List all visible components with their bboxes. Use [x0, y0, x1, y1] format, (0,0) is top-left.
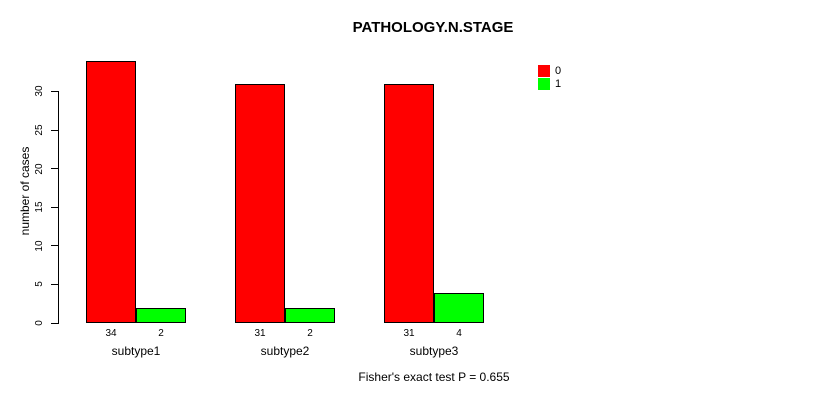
bar-subtype1-series-1	[136, 308, 186, 324]
y-tick	[51, 322, 59, 324]
legend-item-1: 1	[538, 78, 561, 90]
annotation-text: Fisher's exact test P = 0.655	[358, 370, 510, 384]
bar-subtype3-series-0	[384, 84, 434, 324]
bar-value-label: 31	[254, 328, 266, 339]
y-tick	[51, 283, 59, 285]
y-tick-label: 5	[33, 281, 45, 288]
bar-subtype3-series-1	[434, 292, 484, 324]
y-tick	[51, 245, 59, 247]
legend-swatch-icon	[538, 78, 550, 90]
bar-value-label: 2	[158, 328, 164, 339]
legend-item-0: 0	[538, 65, 561, 77]
category-label: subtype2	[260, 344, 310, 358]
y-tick	[51, 206, 59, 208]
y-tick	[51, 129, 59, 131]
legend-swatch-icon	[538, 65, 550, 77]
bar-value-label: 4	[456, 328, 462, 339]
bar-subtype1-series-0	[86, 61, 136, 324]
bar-value-label: 31	[403, 328, 415, 339]
y-tick-label: 25	[33, 124, 45, 136]
legend-label: 1	[555, 78, 562, 90]
chart-title: PATHOLOGY.N.STAGE	[352, 19, 514, 36]
bar-value-label: 34	[105, 328, 117, 339]
y-tick-label: 10	[33, 240, 45, 252]
bar-subtype2-series-0	[235, 84, 285, 324]
bar-subtype2-series-1	[285, 308, 335, 324]
y-axis-line	[58, 92, 59, 324]
legend-label: 0	[555, 65, 562, 77]
y-tick-label: 20	[33, 163, 45, 175]
category-label: subtype3	[409, 344, 459, 358]
y-tick	[51, 168, 59, 170]
y-tick-label: 30	[33, 85, 45, 97]
bar-value-label: 2	[307, 328, 313, 339]
category-label: subtype1	[111, 344, 161, 358]
y-tick-label: 15	[33, 201, 45, 213]
y-tick	[51, 90, 59, 92]
y-tick-label: 0	[33, 320, 45, 326]
